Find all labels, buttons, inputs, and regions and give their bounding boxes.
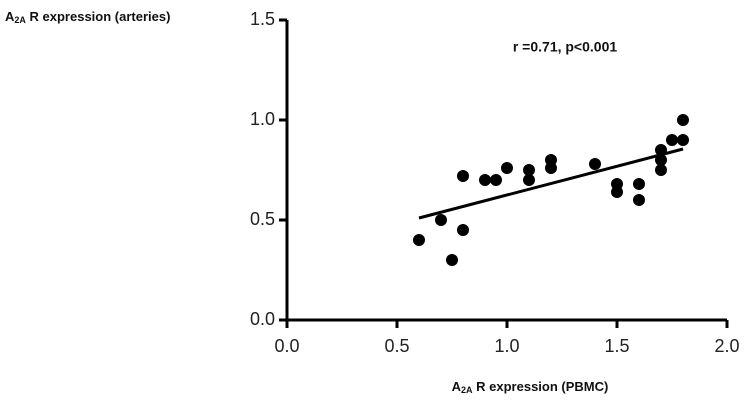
point xyxy=(633,194,645,206)
point xyxy=(501,162,513,174)
x-tick-label: 2.0 xyxy=(714,336,739,356)
point xyxy=(523,164,535,176)
point xyxy=(457,170,469,182)
point xyxy=(479,174,491,186)
x-tick-label: 0.5 xyxy=(384,336,409,356)
point xyxy=(633,178,645,190)
point xyxy=(655,164,667,176)
point xyxy=(589,158,601,170)
y-label-rest: R expression (arteries) xyxy=(26,9,171,24)
point xyxy=(545,162,557,174)
point xyxy=(677,114,689,126)
x-label-rest: R expression (PBMC) xyxy=(473,379,609,394)
point xyxy=(666,134,678,146)
x-label-sub: 2A xyxy=(461,385,473,395)
y-tick-label: 0.0 xyxy=(250,309,275,329)
point xyxy=(435,214,447,226)
point xyxy=(611,186,623,198)
fit-line xyxy=(418,147,684,220)
y-axis-label: A2A R expression (arteries) xyxy=(5,9,170,25)
y-tick-label: 0.5 xyxy=(250,209,275,229)
y-label-sub: 2A xyxy=(14,15,26,25)
x-tick-label: 0.0 xyxy=(274,336,299,356)
point xyxy=(446,254,458,266)
y-tick-label: 1.0 xyxy=(250,109,275,129)
x-tick-label: 1.5 xyxy=(604,336,629,356)
point xyxy=(457,224,469,236)
x-axis-label: A2A R expression (PBMC) xyxy=(452,379,609,395)
annotation: r =0.71, p<0.001 xyxy=(513,39,618,55)
y-label-base: A xyxy=(5,9,15,24)
y-tick-label: 1.5 xyxy=(250,9,275,29)
point xyxy=(523,174,535,186)
x-tick-label: 1.0 xyxy=(494,336,519,356)
point xyxy=(413,234,425,246)
x-label-base: A xyxy=(452,379,462,394)
point xyxy=(677,134,689,146)
point xyxy=(490,174,502,186)
